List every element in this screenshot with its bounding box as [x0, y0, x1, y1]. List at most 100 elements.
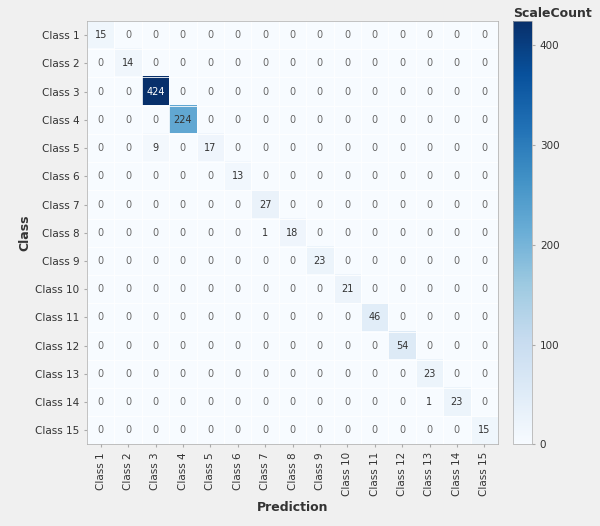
Text: 0: 0 — [180, 199, 186, 209]
Text: 0: 0 — [152, 284, 158, 294]
Text: 0: 0 — [289, 341, 296, 351]
Text: 0: 0 — [317, 143, 323, 153]
Text: 0: 0 — [317, 30, 323, 40]
Text: 0: 0 — [235, 397, 241, 407]
Text: 0: 0 — [317, 284, 323, 294]
Text: 0: 0 — [317, 397, 323, 407]
Text: 0: 0 — [481, 30, 487, 40]
Text: 0: 0 — [427, 228, 433, 238]
Text: 0: 0 — [180, 397, 186, 407]
Text: 0: 0 — [152, 312, 158, 322]
Text: 0: 0 — [207, 199, 214, 209]
Text: 0: 0 — [125, 426, 131, 436]
Text: 0: 0 — [207, 87, 214, 97]
Text: 46: 46 — [368, 312, 381, 322]
Text: 0: 0 — [317, 115, 323, 125]
Text: 0: 0 — [481, 115, 487, 125]
Text: 0: 0 — [180, 228, 186, 238]
Text: 0: 0 — [98, 115, 104, 125]
Text: 0: 0 — [344, 397, 350, 407]
Text: 0: 0 — [371, 284, 378, 294]
Text: 0: 0 — [125, 30, 131, 40]
Text: 0: 0 — [98, 312, 104, 322]
X-axis label: Prediction: Prediction — [257, 501, 328, 513]
Text: 1: 1 — [427, 397, 433, 407]
Text: 0: 0 — [98, 256, 104, 266]
Text: 15: 15 — [95, 30, 107, 40]
Text: 0: 0 — [125, 199, 131, 209]
Text: 0: 0 — [289, 312, 296, 322]
Text: 0: 0 — [207, 228, 214, 238]
Text: 0: 0 — [427, 115, 433, 125]
Text: 0: 0 — [235, 256, 241, 266]
Text: 0: 0 — [399, 143, 405, 153]
Y-axis label: Class: Class — [18, 215, 31, 251]
Text: 0: 0 — [344, 228, 350, 238]
Text: 0: 0 — [262, 58, 268, 68]
Text: 0: 0 — [317, 426, 323, 436]
Text: 0: 0 — [481, 284, 487, 294]
Text: 0: 0 — [399, 284, 405, 294]
Text: 0: 0 — [371, 58, 378, 68]
Text: 0: 0 — [152, 58, 158, 68]
Text: 0: 0 — [207, 341, 214, 351]
Text: 1: 1 — [262, 228, 268, 238]
Text: 23: 23 — [424, 369, 436, 379]
Text: 0: 0 — [371, 115, 378, 125]
Text: 0: 0 — [427, 426, 433, 436]
Text: 0: 0 — [180, 87, 186, 97]
Text: 0: 0 — [262, 341, 268, 351]
Text: 0: 0 — [235, 115, 241, 125]
Text: 0: 0 — [289, 369, 296, 379]
Text: 0: 0 — [152, 115, 158, 125]
Text: 21: 21 — [341, 284, 353, 294]
Text: 0: 0 — [399, 256, 405, 266]
Text: 0: 0 — [289, 284, 296, 294]
Text: 0: 0 — [344, 58, 350, 68]
Text: 0: 0 — [289, 87, 296, 97]
Text: 0: 0 — [125, 397, 131, 407]
Text: 0: 0 — [371, 228, 378, 238]
Text: 0: 0 — [235, 369, 241, 379]
Text: 0: 0 — [454, 369, 460, 379]
Text: 0: 0 — [125, 284, 131, 294]
Text: 0: 0 — [289, 397, 296, 407]
Text: 0: 0 — [125, 87, 131, 97]
Text: 0: 0 — [427, 58, 433, 68]
Text: 0: 0 — [262, 143, 268, 153]
Text: 0: 0 — [344, 426, 350, 436]
Text: 0: 0 — [289, 171, 296, 181]
Text: 0: 0 — [317, 341, 323, 351]
Text: 0: 0 — [125, 115, 131, 125]
Text: 23: 23 — [314, 256, 326, 266]
Text: 0: 0 — [371, 426, 378, 436]
Text: 0: 0 — [317, 228, 323, 238]
Text: 0: 0 — [235, 312, 241, 322]
Text: 0: 0 — [262, 426, 268, 436]
Text: 0: 0 — [317, 58, 323, 68]
Text: 0: 0 — [235, 143, 241, 153]
Text: 0: 0 — [289, 256, 296, 266]
Text: 0: 0 — [98, 143, 104, 153]
Text: 0: 0 — [454, 426, 460, 436]
Text: 0: 0 — [180, 256, 186, 266]
Text: 0: 0 — [427, 312, 433, 322]
Text: 0: 0 — [152, 199, 158, 209]
Text: 0: 0 — [481, 341, 487, 351]
Text: 0: 0 — [235, 30, 241, 40]
Text: 0: 0 — [180, 284, 186, 294]
Text: 0: 0 — [262, 87, 268, 97]
Text: 0: 0 — [235, 228, 241, 238]
Text: 0: 0 — [262, 369, 268, 379]
Text: 0: 0 — [427, 171, 433, 181]
Text: 0: 0 — [262, 30, 268, 40]
Text: 0: 0 — [180, 369, 186, 379]
Text: 13: 13 — [232, 171, 244, 181]
Text: 0: 0 — [317, 369, 323, 379]
Text: 0: 0 — [481, 256, 487, 266]
Text: 0: 0 — [289, 30, 296, 40]
Text: 0: 0 — [454, 228, 460, 238]
Text: 0: 0 — [262, 115, 268, 125]
Text: 0: 0 — [399, 369, 405, 379]
Text: 0: 0 — [125, 143, 131, 153]
